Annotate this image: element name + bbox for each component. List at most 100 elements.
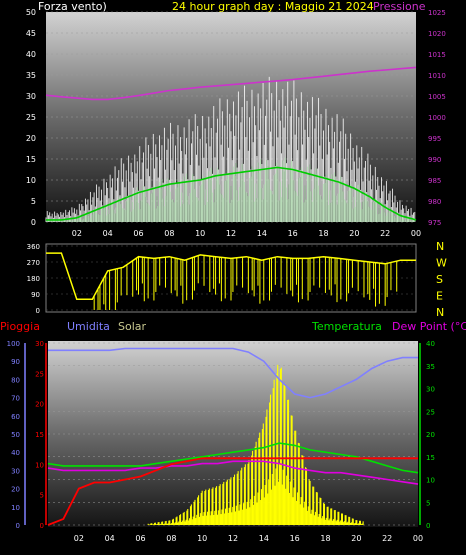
- temperature-axis-tick-label: 0: [426, 522, 430, 530]
- temperature-axis-tick-label: 5: [426, 499, 430, 507]
- wind-x-tick-label: 08: [164, 229, 174, 238]
- temperature-axis-tick-label: 10: [426, 477, 435, 485]
- direction-axis-tick-label: 180: [27, 275, 40, 283]
- humidity-label: Umidita: [67, 320, 110, 333]
- direction-letter: S: [436, 273, 443, 286]
- temperature-line: [47, 442, 419, 474]
- wind-axis-tick-label: 50: [26, 8, 36, 17]
- humidity-axis-tick-label: 100: [7, 340, 20, 348]
- rain-axis-tick-label: 20: [35, 401, 44, 409]
- pressure-axis-tick-label: 1015: [428, 51, 446, 59]
- wind-x-tick-label: 06: [133, 229, 143, 238]
- wind-axis-tick-label: 20: [26, 134, 36, 143]
- temperature-x-tick-label: 06: [135, 534, 145, 543]
- wind-axis-tick-label: 30: [26, 92, 36, 101]
- temperature-x-tick-label: 08: [166, 534, 176, 543]
- humidity-line: [48, 347, 418, 399]
- pressure-axis-tick-label: 1025: [428, 9, 446, 17]
- dew-point-line: [47, 460, 419, 485]
- wind-x-tick-label: 02: [72, 229, 82, 238]
- humidity-axis-tick-label: 50: [11, 431, 20, 439]
- wind-axis-tick-label: 35: [26, 71, 36, 80]
- direction-letter: W: [436, 257, 447, 270]
- rain-label: Pioggia: [0, 320, 40, 333]
- rain-axis-tick-label: 0: [40, 522, 44, 530]
- wind-axis-tick-label: 5: [31, 197, 36, 206]
- temperature-x-tick-label: 22: [382, 534, 392, 543]
- humidity-axis-tick-label: 20: [11, 486, 20, 494]
- wind-x-tick-label: 22: [380, 229, 390, 238]
- wind-axis-tick-label: 0: [31, 218, 36, 227]
- rain-axis-tick-label: 5: [40, 492, 44, 500]
- pressure-axis-tick-label: 1000: [428, 114, 446, 122]
- direction-axis-tick-label: 360: [27, 243, 40, 251]
- direction-axis-tick-label: 270: [27, 259, 40, 267]
- wind-title: Forza vento): [38, 0, 107, 13]
- temperature-axis-tick-label: 20: [426, 431, 435, 439]
- rain-axis-tick-label: 25: [35, 370, 44, 378]
- pressure-line: [45, 66, 417, 101]
- rain-line: [47, 457, 418, 526]
- humidity-axis-tick-label: 60: [11, 413, 20, 421]
- humidity-axis-tick-label: 80: [11, 376, 20, 384]
- pressure-axis-tick-label: 985: [428, 177, 441, 185]
- dew-point-label: Dew Point (°C): [392, 320, 466, 333]
- wind-axis-tick-label: 10: [26, 176, 36, 185]
- rain-axis-tick-label: 10: [35, 461, 44, 469]
- wind-x-tick-label: 18: [318, 229, 328, 238]
- humidity-axis-tick-label: 30: [11, 467, 20, 475]
- direction-letter: N: [436, 306, 444, 319]
- humidity-axis-tick-label: 90: [11, 358, 20, 366]
- pressure-axis-tick-label: 990: [428, 156, 441, 164]
- humidity-axis-tick-label: 0: [16, 522, 20, 530]
- temperature-x-tick-label: 00: [413, 534, 423, 543]
- humidity-axis-tick-label: 10: [11, 504, 20, 512]
- direction-axis-tick-label: 90: [31, 291, 40, 299]
- humidity-axis-tick-label: 70: [11, 395, 20, 403]
- solar-label: Solar: [118, 320, 147, 333]
- temperature-x-tick-label: 20: [351, 534, 361, 543]
- wind-x-tick-label: 20: [349, 229, 359, 238]
- temperature-x-tick-label: 10: [197, 534, 207, 543]
- temperature-axis-tick-label: 35: [426, 363, 435, 371]
- temperature-x-tick-label: 02: [74, 534, 84, 543]
- temperature-axis-tick-label: 30: [426, 386, 435, 394]
- temperature-humidity-panel: 0 10 20 30 40 50 60 70 80 90 100 0 5 10 15 20 25 30 0 5 10…: [7, 340, 435, 543]
- temperature-label: Temperatura: [311, 320, 382, 333]
- pressure-axis-tick-label: 1005: [428, 93, 446, 101]
- wind-x-tick-label: 12: [226, 229, 236, 238]
- temperature-x-tick-label: 18: [320, 534, 330, 543]
- temperature-axis-tick-label: 15: [426, 454, 435, 462]
- pressure-axis-tick-label: 975: [428, 219, 441, 227]
- temperature-x-tick-label: 12: [228, 534, 238, 543]
- wind-axis-tick-label: 40: [26, 50, 36, 59]
- wind-axis-tick-label: 25: [26, 113, 36, 122]
- direction-axis-tick-label: 0: [36, 307, 40, 315]
- wind-x-tick-label: 10: [195, 229, 205, 238]
- humidity-axis-tick-label: 40: [11, 449, 20, 457]
- wind-x-tick-label: 14: [257, 229, 267, 238]
- temperature-axis-tick-label: 40: [426, 340, 435, 348]
- direction-letter: N: [436, 240, 444, 253]
- wind-axis-tick-label: 15: [26, 155, 36, 164]
- temperature-axis-tick-label: 25: [426, 408, 435, 416]
- rain-axis-tick-label: 15: [35, 431, 44, 439]
- temperature-x-tick-label: 14: [259, 534, 269, 543]
- direction-letter: E: [436, 290, 443, 303]
- wind-axis-tick-label: 45: [26, 29, 36, 38]
- pressure-axis-tick-label: 1010: [428, 72, 446, 80]
- wind-x-tick-label: 00: [411, 229, 421, 238]
- temperature-x-tick-label: 16: [290, 534, 300, 543]
- wind-average-line: [46, 166, 417, 221]
- graph-title: 24 hour graph day : Maggio 21 2024: [172, 0, 374, 13]
- pressure-title: Pressione: [373, 0, 426, 13]
- pressure-axis-tick-label: 1020: [428, 30, 446, 38]
- temperature-x-tick-label: 04: [105, 534, 115, 543]
- direction-line: [46, 252, 416, 301]
- wind-x-tick-label: 04: [103, 229, 113, 238]
- wind-x-tick-label: 16: [288, 229, 298, 238]
- rain-axis-tick-label: 30: [35, 340, 44, 348]
